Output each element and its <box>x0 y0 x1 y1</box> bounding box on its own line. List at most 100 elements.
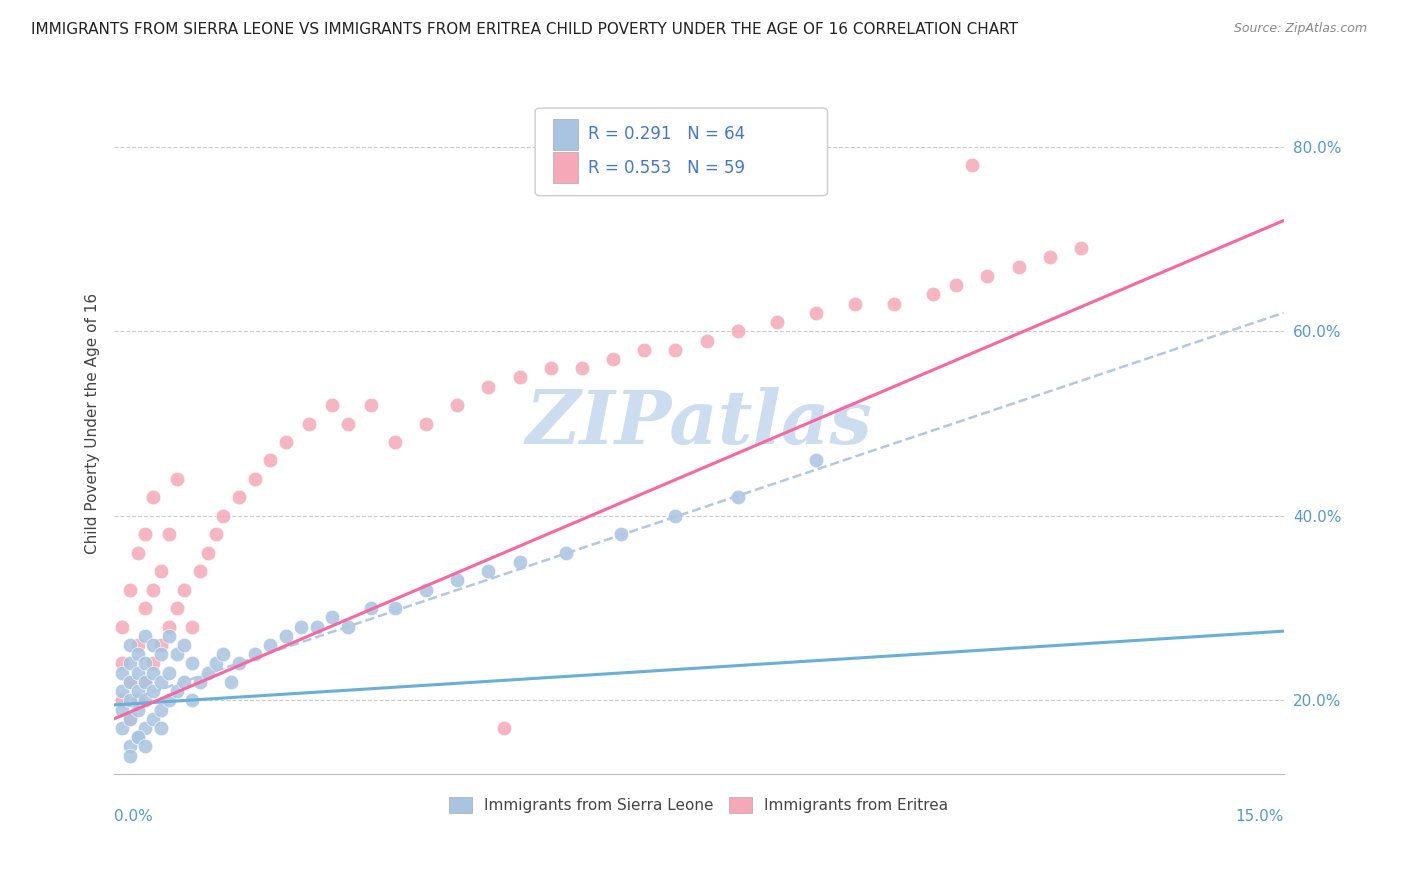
Point <box>134 739 156 754</box>
Point <box>1039 251 1062 265</box>
Legend: Immigrants from Sierra Leone, Immigrants from Eritrea: Immigrants from Sierra Leone, Immigrants… <box>443 791 955 819</box>
Point <box>134 693 156 707</box>
Point <box>118 739 141 754</box>
Point <box>173 674 195 689</box>
Point <box>134 527 156 541</box>
Point <box>727 324 749 338</box>
Point <box>360 398 382 412</box>
Point <box>118 582 141 597</box>
Point <box>477 564 499 578</box>
Point <box>134 674 156 689</box>
Point <box>118 693 141 707</box>
Text: 0.0%: 0.0% <box>114 809 153 824</box>
Point <box>111 693 134 707</box>
Point <box>149 647 172 661</box>
Point <box>212 508 235 523</box>
Point <box>118 638 141 652</box>
Point <box>181 693 204 707</box>
Point <box>844 296 866 310</box>
Point <box>555 546 578 560</box>
Point <box>127 665 149 680</box>
Point <box>446 574 468 588</box>
Point <box>166 601 188 615</box>
Point <box>337 417 360 431</box>
Point <box>602 351 624 366</box>
Point <box>127 638 149 652</box>
Point <box>305 619 328 633</box>
Point <box>696 334 718 348</box>
Point <box>360 601 382 615</box>
Point <box>945 278 967 293</box>
Point <box>142 665 165 680</box>
Point <box>111 665 134 680</box>
Point <box>118 712 141 726</box>
Point <box>149 564 172 578</box>
Point <box>259 638 281 652</box>
Point <box>111 721 134 735</box>
Point <box>118 657 141 671</box>
Text: IMMIGRANTS FROM SIERRA LEONE VS IMMIGRANTS FROM ERITREA CHILD POVERTY UNDER THE : IMMIGRANTS FROM SIERRA LEONE VS IMMIGRAN… <box>31 22 1018 37</box>
Point <box>118 712 141 726</box>
Point <box>197 665 219 680</box>
Point <box>149 702 172 716</box>
Point <box>111 702 134 716</box>
Point <box>173 638 195 652</box>
FancyBboxPatch shape <box>536 108 828 195</box>
Point <box>384 601 406 615</box>
Point <box>228 657 250 671</box>
Point <box>118 674 141 689</box>
Point <box>492 721 515 735</box>
Point <box>415 417 437 431</box>
Point <box>134 629 156 643</box>
Point <box>509 555 531 569</box>
Point <box>228 491 250 505</box>
Point <box>111 657 134 671</box>
Point <box>127 693 149 707</box>
Point <box>134 674 156 689</box>
Point <box>166 472 188 486</box>
Point <box>173 582 195 597</box>
Text: ZIPatlas: ZIPatlas <box>526 387 872 459</box>
Point <box>921 287 943 301</box>
Point <box>142 491 165 505</box>
Point <box>111 619 134 633</box>
Point <box>415 582 437 597</box>
Point <box>274 629 297 643</box>
Point <box>127 647 149 661</box>
Point <box>127 546 149 560</box>
Point <box>298 417 321 431</box>
Point <box>384 435 406 450</box>
Point <box>157 527 180 541</box>
Point <box>883 296 905 310</box>
Point <box>127 730 149 744</box>
Point <box>157 629 180 643</box>
Point <box>976 268 998 283</box>
Point <box>118 748 141 763</box>
Point <box>134 601 156 615</box>
Point <box>571 361 593 376</box>
Point <box>142 582 165 597</box>
Point <box>149 674 172 689</box>
Point <box>540 361 562 376</box>
Point <box>290 619 312 633</box>
Point <box>157 619 180 633</box>
Point <box>149 638 172 652</box>
Point <box>142 657 165 671</box>
FancyBboxPatch shape <box>553 152 578 183</box>
Point <box>610 527 633 541</box>
Point <box>1070 241 1092 255</box>
Point <box>188 564 211 578</box>
Point <box>127 730 149 744</box>
Point <box>633 343 655 357</box>
Point <box>118 674 141 689</box>
Point <box>804 306 827 320</box>
Text: Source: ZipAtlas.com: Source: ZipAtlas.com <box>1233 22 1367 36</box>
Point <box>134 721 156 735</box>
Point <box>111 684 134 698</box>
Point <box>149 721 172 735</box>
Point <box>142 684 165 698</box>
Point <box>243 647 266 661</box>
Point <box>127 702 149 716</box>
Point <box>664 343 686 357</box>
Point <box>188 674 211 689</box>
